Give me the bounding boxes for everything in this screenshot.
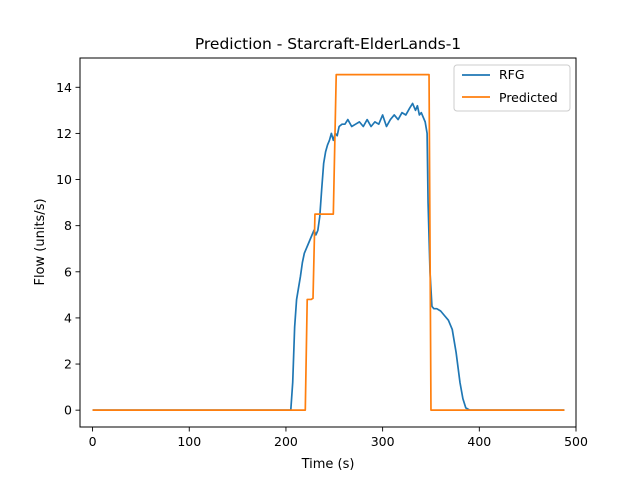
y-axis: 0 2 4 6 8 10 12 14 (56, 80, 80, 418)
y-tick-label: 10 (56, 172, 72, 187)
x-tick-label: 100 (177, 434, 201, 449)
plot-frame (79, 57, 577, 428)
legend: RFG Predicted (453, 64, 571, 112)
y-axis-label: Flow (units/s) (33, 198, 48, 285)
y-tick-label: 6 (64, 264, 72, 279)
legend-label-rfg: RFG (499, 67, 525, 82)
y-tick-label: 2 (64, 357, 72, 372)
y-tick-label: 14 (56, 80, 72, 95)
plot-area (92, 73, 565, 412)
x-tick-label: 500 (564, 434, 588, 449)
series-line-predicted (92, 73, 565, 412)
legend-box (453, 64, 571, 112)
x-tick-label: 400 (467, 434, 491, 449)
chart-title: Prediction - Starcraft-ElderLands-1 (195, 35, 461, 53)
y-tick-label: 0 (64, 403, 72, 418)
y-tick-label: 8 (64, 218, 72, 233)
series-line-rfg (92, 102, 565, 412)
y-tick-label: 4 (64, 310, 72, 325)
x-axis: 0 100 200 300 400 500 (89, 427, 588, 449)
x-tick-label: 0 (89, 434, 97, 449)
y-tick-label: 12 (56, 126, 72, 141)
legend-label-predicted: Predicted (499, 90, 558, 105)
x-tick-label: 200 (274, 434, 298, 449)
x-axis-label: Time (s) (301, 457, 355, 472)
x-tick-label: 300 (371, 434, 395, 449)
